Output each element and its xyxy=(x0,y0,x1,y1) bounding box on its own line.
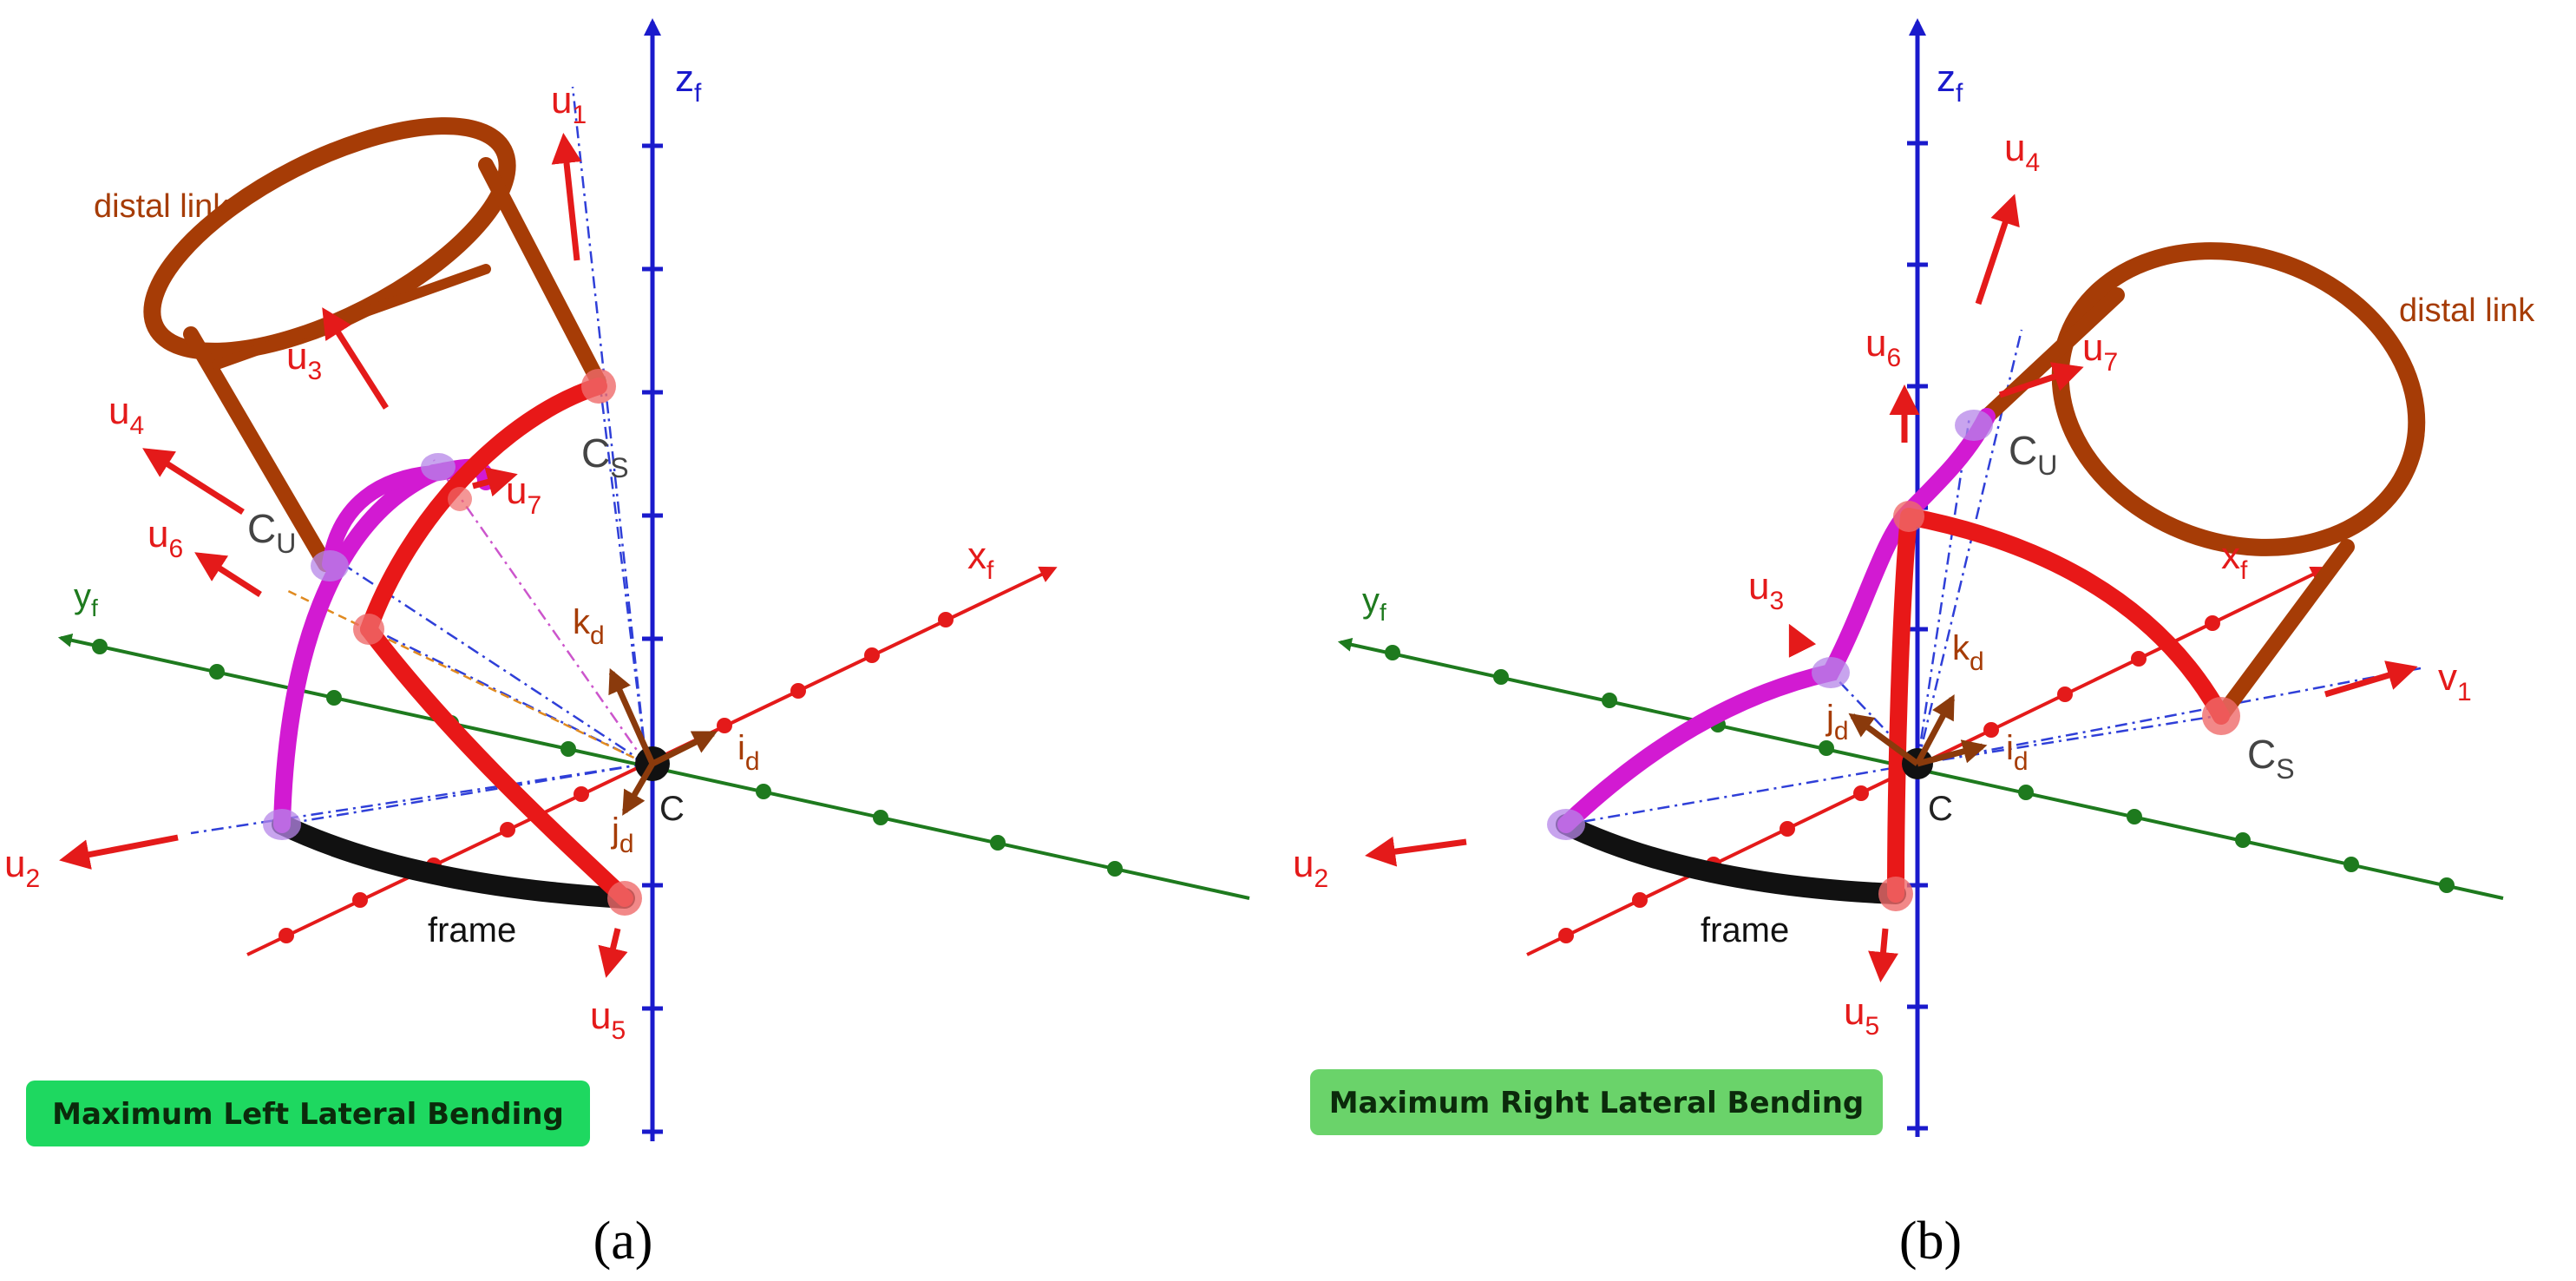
label-u4-b: u4 xyxy=(2004,127,2040,177)
red-tube-a-2 xyxy=(360,621,633,907)
badge-a: Maximum Left Lateral Bending xyxy=(26,1081,590,1146)
label-zf-a: zf xyxy=(675,57,702,108)
label-c-b: C xyxy=(1928,790,1953,828)
label-cu-a: CU xyxy=(247,506,296,559)
panel-b: zf u4 distal link u6 u7 CU u3 xf yf kd v… xyxy=(1293,18,2535,1271)
label-u3-a: u3 xyxy=(286,335,322,385)
body-frame-b xyxy=(1848,694,1988,767)
label-u6-a: u6 xyxy=(147,513,183,563)
label-u3-b: u3 xyxy=(1748,565,1784,615)
label-u4-a: u4 xyxy=(108,390,144,440)
labels-a: zf u1 distal link u3 u4 CS u7 u6 CU xf y… xyxy=(4,57,994,1045)
z-axis-a xyxy=(642,18,663,1141)
body-frame-a xyxy=(608,667,718,816)
label-u6-b: u6 xyxy=(1865,322,1901,372)
labels-b: zf u4 distal link u6 u7 CU u3 xf yf kd v… xyxy=(1293,57,2535,1041)
badge-b: Maximum Right Lateral Bending xyxy=(1310,1069,1883,1135)
frame-tube-a xyxy=(272,814,635,909)
label-jd-a: jd xyxy=(611,811,634,858)
label-jd-b: jd xyxy=(1825,699,1849,746)
distal-link-a xyxy=(143,117,606,572)
label-c-a: C xyxy=(659,790,685,828)
label-id-a: id xyxy=(737,729,760,776)
label-u2-a: u2 xyxy=(4,843,40,893)
label-xf-a: xf xyxy=(967,535,994,585)
label-cu-b: CU xyxy=(2009,428,2057,481)
label-cs-a: CS xyxy=(581,430,629,483)
caption-a: (a) xyxy=(593,1212,653,1271)
label-u2-b: u2 xyxy=(1293,843,1328,893)
badge-b-text: Maximum Right Lateral Bending xyxy=(1329,1086,1865,1120)
label-zf-b: zf xyxy=(1937,57,1963,108)
frame-tube-b xyxy=(1556,814,1906,904)
panel-a: zf u1 distal link u3 u4 CS u7 u6 CU xf y… xyxy=(4,18,1250,1271)
joints-b xyxy=(1547,410,2240,911)
distal-link-b xyxy=(1979,242,2426,724)
label-kd-a: kd xyxy=(573,603,605,650)
badge-a-text: Maximum Left Lateral Bending xyxy=(52,1097,564,1132)
label-id-b: id xyxy=(2006,729,2029,776)
unit-vectors-a xyxy=(59,133,628,978)
label-u5-a: u5 xyxy=(590,995,626,1045)
label-cs-b: CS xyxy=(2247,732,2295,785)
red-tube-b xyxy=(1887,508,1917,903)
label-u7-a: u7 xyxy=(506,470,541,520)
label-v1-a: u1 xyxy=(551,79,587,129)
joints-a xyxy=(263,369,670,916)
label-frame-b: frame xyxy=(1701,911,1789,949)
label-yf-b: yf xyxy=(1362,581,1386,626)
red-tube-a xyxy=(360,378,607,638)
label-distal-b: distal link xyxy=(2399,292,2535,329)
magenta-tube-b xyxy=(1557,408,1996,833)
magenta-tube-a-2 xyxy=(322,465,442,572)
label-kd-b: kd xyxy=(1952,629,1984,676)
label-xf-b: xf xyxy=(2221,535,2248,585)
label-frame-a: frame xyxy=(428,911,516,949)
red-tube-b-2 xyxy=(1900,508,2230,725)
label-distal-a: distal link xyxy=(94,188,230,225)
caption-b: (b) xyxy=(1899,1212,1962,1271)
unit-vectors-b xyxy=(1365,194,2418,982)
label-u7-b: u7 xyxy=(2082,326,2118,377)
label-v1-b: v1 xyxy=(2438,656,2472,706)
label-yf-a: yf xyxy=(74,577,98,621)
label-u5-b: u5 xyxy=(1844,990,1879,1041)
